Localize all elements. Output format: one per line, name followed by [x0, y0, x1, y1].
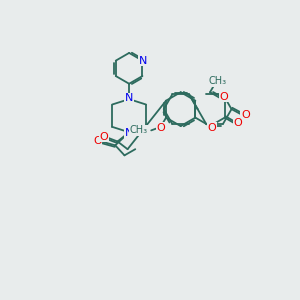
Text: O: O	[93, 136, 102, 146]
Text: O: O	[233, 118, 242, 128]
Text: CH₃: CH₃	[129, 125, 147, 135]
Text: O: O	[99, 132, 108, 142]
Text: O: O	[156, 123, 165, 133]
Text: N: N	[125, 128, 133, 138]
Text: CH₃: CH₃	[209, 76, 227, 86]
Text: O: O	[219, 92, 228, 102]
Text: N: N	[139, 56, 147, 66]
Text: O: O	[207, 123, 216, 133]
Text: N: N	[125, 93, 133, 103]
Text: O: O	[241, 110, 250, 120]
